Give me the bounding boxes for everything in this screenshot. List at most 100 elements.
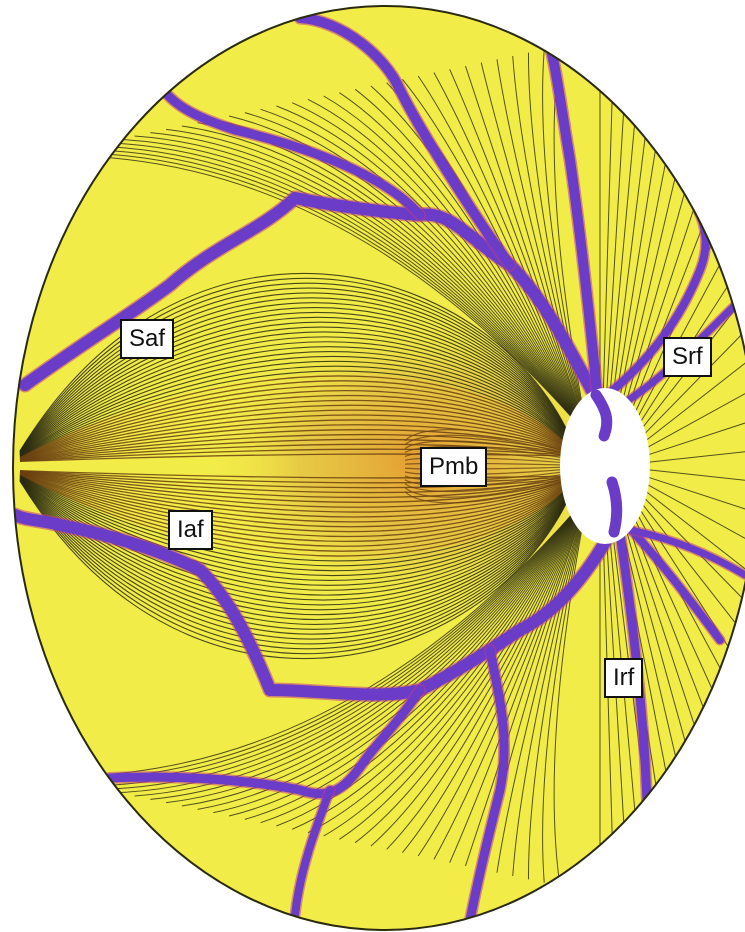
arcuate-fiber bbox=[19, 475, 579, 567]
arcuate-fiber bbox=[19, 321, 579, 457]
nasal-radial-fiber bbox=[638, 332, 745, 447]
arcuate-fiber bbox=[19, 419, 579, 461]
peripheral-fiber bbox=[370, 495, 589, 847]
peripheral-fiber bbox=[527, 495, 589, 880]
nasal-radial-fiber bbox=[638, 485, 745, 600]
arcuate-fiber bbox=[19, 307, 579, 457]
peripheral-fiber bbox=[166, 495, 589, 804]
peripheral-fiber bbox=[402, 79, 589, 437]
arcuate-fiber bbox=[19, 389, 579, 459]
peripheral-fiber bbox=[39, 155, 589, 437]
arcuate-fiber bbox=[19, 438, 579, 462]
papillomacular-fiber bbox=[404, 472, 577, 493]
nasal-radial-fiber bbox=[637, 490, 745, 637]
arcuate-fiber bbox=[19, 292, 579, 457]
peripheral-fiber bbox=[260, 495, 589, 824]
peripheral-fiber bbox=[542, 495, 589, 883]
arcuate-fiber bbox=[19, 341, 579, 457]
arcuate-fiber bbox=[19, 312, 579, 457]
peripheral-fiber bbox=[323, 495, 589, 837]
inferior-branch-middle bbox=[291, 786, 334, 919]
arcuate-fiber bbox=[19, 472, 579, 528]
arcuate-fiber bbox=[19, 472, 579, 523]
arcuate-fiber bbox=[19, 414, 579, 460]
arcuate-fiber bbox=[19, 297, 579, 457]
peripheral-fiber bbox=[496, 59, 589, 437]
arcuate-fiber bbox=[19, 475, 579, 572]
nasal-radial-fiber bbox=[639, 468, 745, 486]
retinal-vessels bbox=[13, 11, 745, 926]
arcuate-fiber bbox=[19, 277, 579, 457]
arcuate-fiber bbox=[19, 272, 579, 457]
arcuate-fiber bbox=[19, 429, 579, 461]
inferior-temporal-vessel bbox=[13, 509, 618, 701]
papillomacular-fiber bbox=[404, 474, 577, 498]
arcuate-fiber bbox=[19, 471, 579, 513]
superior-arcade-branch bbox=[160, 87, 425, 220]
nasal-radial-fiber bbox=[639, 407, 745, 459]
peripheral-fiber bbox=[291, 495, 589, 830]
peripheral-fiber bbox=[307, 495, 589, 834]
arcuate-fiber bbox=[19, 375, 579, 458]
arcuate-fiber bbox=[19, 475, 579, 611]
arcuate-fiber bbox=[19, 475, 579, 655]
peripheral-fiber bbox=[181, 495, 589, 807]
peripheral-fiber bbox=[339, 92, 589, 437]
superior-temporal-vessel bbox=[19, 192, 604, 408]
arcuate-fiber bbox=[19, 473, 579, 543]
peripheral-fiber bbox=[449, 495, 589, 863]
arcuate-fiber bbox=[19, 453, 579, 463]
arcuate-fiber bbox=[19, 473, 579, 547]
arcuate-fiber bbox=[19, 475, 579, 606]
label-iaf: Iaf bbox=[168, 510, 213, 550]
arcuate-fiber bbox=[19, 336, 579, 457]
arcuate-fiber bbox=[19, 475, 579, 635]
papillomacular-fiber bbox=[404, 440, 577, 460]
nasal-radial-fiber bbox=[635, 495, 745, 673]
optic-disc-vessel-stub-upper bbox=[590, 389, 613, 442]
papillomacular-fiber bbox=[404, 434, 577, 458]
arcuate-fiber bbox=[19, 326, 579, 457]
arcuate-fiber bbox=[19, 448, 579, 462]
peripheral-fiber bbox=[386, 495, 589, 850]
peripheral-fiber bbox=[134, 135, 589, 437]
peripheral-fiber bbox=[417, 495, 589, 857]
peripheral-fiber bbox=[354, 495, 589, 844]
peripheral-fiber bbox=[354, 88, 589, 437]
arcuate-fiber bbox=[19, 399, 579, 459]
arcuate-fiber bbox=[19, 474, 579, 552]
arcuate-fiber bbox=[19, 346, 579, 457]
label-irf: Irf bbox=[604, 658, 644, 698]
arcuate-fiber bbox=[19, 470, 579, 494]
superior-nasal-vessel bbox=[543, 35, 603, 407]
peripheral-fiber bbox=[480, 62, 589, 437]
arcuate-fiber bbox=[19, 475, 579, 645]
optic-disc bbox=[560, 388, 650, 544]
peripheral-fiber bbox=[134, 495, 589, 797]
arcuate-fiber bbox=[19, 475, 579, 660]
peripheral-fiber bbox=[433, 72, 589, 437]
papillomacular-fiber bbox=[404, 445, 577, 461]
arcuate-fiber bbox=[19, 287, 579, 457]
arcuate-fiber bbox=[19, 351, 579, 457]
peripheral-fiber bbox=[150, 132, 589, 437]
peripheral-fiber bbox=[71, 148, 589, 437]
arcuate-fiber bbox=[19, 331, 579, 457]
arcuate-fiber bbox=[19, 316, 579, 457]
peripheral-fiber bbox=[228, 495, 589, 817]
peripheral-fiber bbox=[87, 145, 589, 437]
label-saf: Saf bbox=[120, 319, 175, 359]
papillomacular-fiber bbox=[404, 429, 577, 457]
label-pmb: Pmb bbox=[420, 447, 488, 487]
arcuate-fiber bbox=[19, 424, 579, 461]
arcuate-fiber bbox=[19, 474, 579, 557]
peripheral-fiber bbox=[553, 495, 589, 887]
arcuate-fiber bbox=[19, 475, 579, 620]
arcuate-fiber bbox=[19, 355, 579, 457]
arcuate-fiber bbox=[19, 385, 579, 459]
arcuate-fiber bbox=[19, 475, 579, 630]
arcuate-fiber bbox=[19, 404, 579, 460]
peripheral-fiber bbox=[512, 55, 589, 437]
